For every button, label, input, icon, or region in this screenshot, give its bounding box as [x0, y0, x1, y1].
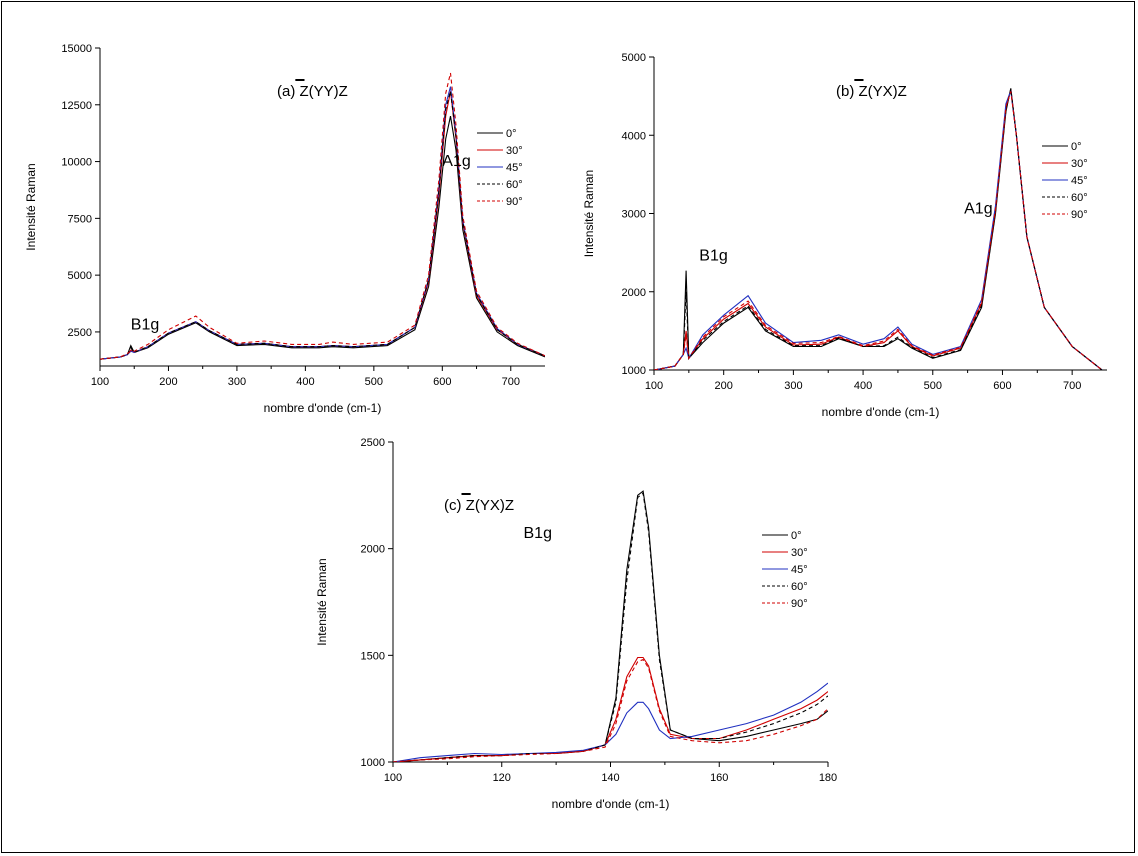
y-tick-label: 15000 [61, 43, 92, 55]
legend-entry: 30° [791, 547, 808, 559]
x-tick-label: 500 [365, 376, 383, 388]
legend-entry: 90° [791, 598, 808, 610]
x-tick-label: 400 [854, 380, 872, 392]
series-line-90deg [654, 91, 1103, 370]
x-tick-label: 700 [502, 376, 520, 388]
series-line-45deg [654, 90, 1103, 370]
peak-label: A1g [442, 153, 470, 170]
x-tick-label: 500 [924, 380, 942, 392]
y-tick-label: 1000 [622, 365, 646, 377]
series-line-60deg [654, 88, 1103, 370]
x-tick-label: 100 [645, 380, 663, 392]
peak-label: B1g [524, 525, 552, 542]
panel-a: 100 200 300 400 500 600 700 2500 5000 7500 10000 12… [24, 43, 545, 415]
y-tick-label: 5000 [622, 52, 646, 64]
y-tick-label: 2500 [361, 437, 385, 449]
x-tick-label: 300 [784, 380, 802, 392]
y-tick-label: 10000 [61, 157, 92, 169]
x-axis-label: nombre d'onde (cm-1) [264, 401, 382, 415]
legend-entry: 45° [506, 162, 523, 174]
y-tick-label: 2500 [68, 327, 92, 339]
y-axis-label: Intensité Raman [582, 170, 596, 257]
series-line-30deg [100, 91, 545, 360]
series-line-60deg [100, 91, 545, 360]
legend-entry: 0° [1071, 141, 1082, 153]
legend-entry: 30° [1071, 158, 1088, 170]
legend-entry: 60° [1071, 192, 1088, 204]
x-tick-label: 400 [296, 376, 314, 388]
y-tick-label: 1000 [361, 757, 385, 769]
x-tick-label: 140 [601, 772, 619, 784]
y-tick-label: 2000 [361, 544, 385, 556]
x-tick-label: 700 [1063, 380, 1081, 392]
legend: 0° 30° 45° 60° 90° [762, 530, 808, 610]
series-line-90deg [393, 658, 828, 762]
x-tick-label: 180 [819, 772, 837, 784]
series-line-45deg [393, 682, 828, 762]
y-tick-label: 1500 [361, 650, 385, 662]
series-line-0deg [393, 490, 828, 762]
legend-entry: 60° [506, 179, 523, 191]
series-line-0deg [100, 115, 545, 360]
panel-title: (a) Z(YY)Z [277, 83, 348, 100]
legend-entry: 45° [1071, 175, 1088, 187]
x-tick-label: 300 [228, 376, 246, 388]
legend-entry: 90° [506, 196, 523, 208]
y-tick-label: 12500 [61, 100, 92, 112]
y-axis-label: Intensité Raman [24, 163, 38, 250]
peak-label: B1g [699, 247, 727, 264]
panel-b: 100 200 300 400 500 600 700 1000 2000 3000 4000 500… [582, 52, 1107, 419]
series-line-0deg [654, 88, 1103, 370]
y-tick-label: 2000 [622, 287, 646, 299]
x-tick-label: 600 [433, 376, 451, 388]
x-tick-label: 100 [384, 772, 402, 784]
x-axis-label: nombre d'onde (cm-1) [822, 405, 940, 419]
panel-title: (c) Z(YX)Z [444, 497, 514, 514]
x-tick-label: 160 [710, 772, 728, 784]
legend-entry: 30° [506, 145, 523, 157]
series-line-30deg [393, 656, 828, 762]
x-tick-label: 200 [715, 380, 733, 392]
series-line-45deg [100, 86, 545, 360]
legend-entry: 60° [791, 581, 808, 593]
x-axis-label: nombre d'onde (cm-1) [552, 797, 670, 811]
panel-c: 100 120 140 160 180 1000 1500 2000 2500 nombre d'… [315, 437, 837, 811]
y-tick-label: 7500 [68, 213, 92, 225]
y-axis-label: Intensité Raman [315, 558, 329, 645]
legend-entry: 45° [791, 564, 808, 576]
legend-entry: 90° [1071, 209, 1088, 221]
legend-entry: 0° [506, 128, 517, 140]
panel-title: (b) Z(YX)Z [836, 83, 907, 100]
x-tick-label: 600 [993, 380, 1011, 392]
peak-label: A1g [964, 201, 992, 218]
legend-entry: 0° [791, 530, 802, 542]
x-tick-label: 200 [159, 376, 177, 388]
x-tick-label: 100 [91, 376, 109, 388]
legend: 0° 30° 45° 60° 90° [1042, 141, 1088, 221]
x-tick-label: 120 [493, 772, 511, 784]
series-line-90deg [100, 72, 545, 360]
y-tick-label: 5000 [68, 270, 92, 282]
series-line-30deg [654, 89, 1103, 370]
y-tick-label: 4000 [622, 130, 646, 142]
peak-label: B1g [131, 317, 159, 334]
legend: 0° 30° 45° 60° 90° [477, 128, 523, 208]
y-tick-label: 3000 [622, 209, 646, 221]
